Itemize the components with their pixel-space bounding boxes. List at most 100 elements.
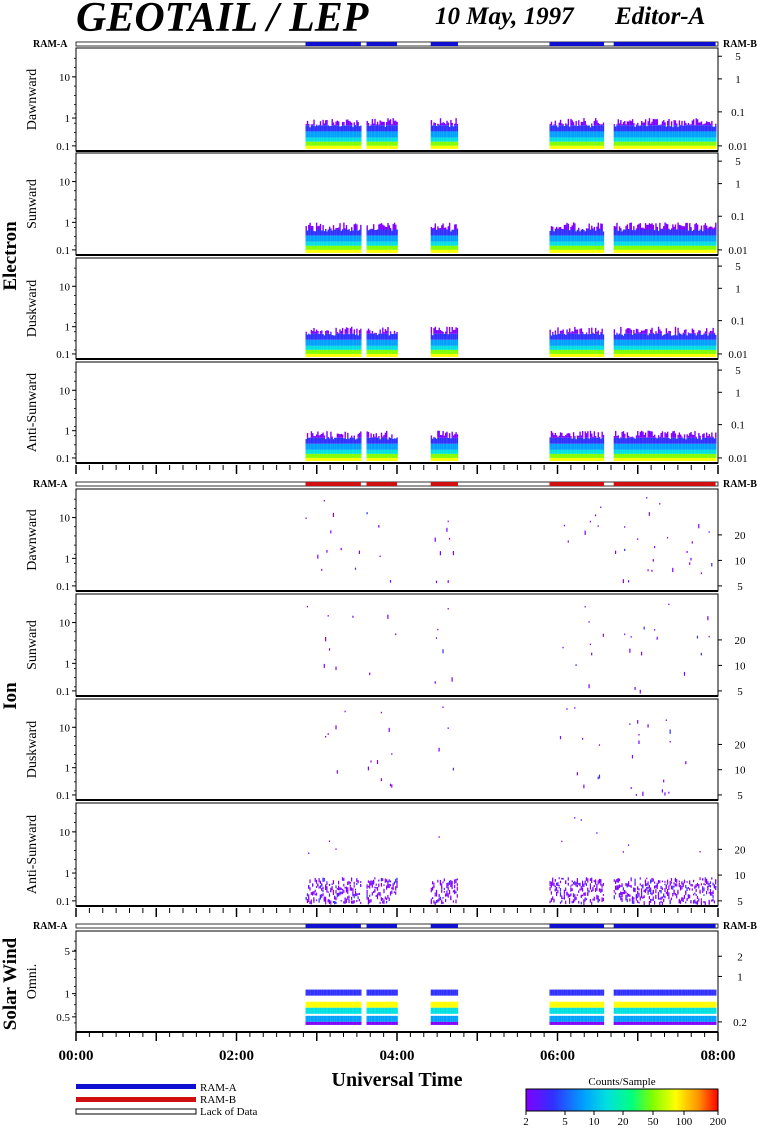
group-label-ion: Ion — [0, 682, 21, 710]
colorbar-title: Counts/Sample — [588, 1076, 655, 1088]
ram-b-label: RAM-B — [723, 921, 757, 932]
colorbar-ticks: 2 5 10 20 50 100 200 — [523, 1111, 727, 1128]
left-tick-label: 0.1 — [56, 453, 70, 465]
panel-label: Anti-Sunward — [25, 815, 40, 894]
right-tick-label: 0.01 — [728, 245, 747, 257]
ram-segment-0 — [305, 42, 361, 46]
left-tick-label: 0.1 — [56, 245, 70, 257]
left-tick-label: 1 — [65, 868, 71, 880]
right-tick-label: 0.1 — [731, 211, 745, 223]
left-tick-label: 0.1 — [56, 349, 70, 361]
plot-date: 10 May, 1997 — [435, 3, 575, 30]
right-tick-label: 5 — [735, 156, 741, 168]
colorbar-tick-label: 100 — [676, 1116, 693, 1128]
colorbar-tick-label: 2 — [523, 1116, 529, 1128]
left-tick-label: 5 — [65, 946, 71, 958]
right-tick-label: 1 — [735, 387, 741, 399]
colorbar-tick-label: 200 — [710, 1116, 727, 1128]
x-tick-label-0400: 04:00 — [380, 1048, 415, 1064]
ram-segment-4 — [613, 482, 716, 486]
left-tick-label: 1 — [65, 763, 71, 775]
panel-label: Anti-Sunward — [25, 373, 40, 452]
spectrogram-data — [305, 222, 717, 253]
right-tick-label: 0.01 — [728, 453, 747, 465]
left-tick-label: 1 — [65, 217, 71, 229]
right-tick-label: 5 — [735, 51, 741, 63]
left-tick-label: 1 — [65, 322, 71, 334]
x-axis-label: Universal Time — [332, 1069, 463, 1091]
right-tick-label: 1 — [735, 283, 741, 295]
colorbar-tick-label: 10 — [589, 1116, 601, 1128]
panel-label: Duskward — [25, 721, 40, 779]
right-tick-label: 5 — [735, 365, 741, 377]
right-tick-label: 20 — [735, 739, 747, 751]
left-tick-label: 10 — [59, 385, 71, 397]
spectrogram-data — [325, 706, 687, 796]
right-tick-label: 0.01 — [728, 141, 747, 153]
right-tick-label: 5 — [737, 790, 743, 802]
panel-dawnward: Dawnward 10 1 0.1 5 1 0.1 0.01 — [25, 47, 748, 153]
panel-sunward: Sunward 10 1 0.1 20 10 5 — [25, 593, 746, 698]
ram-segment-3 — [549, 482, 605, 486]
spectrogram-data — [305, 989, 717, 1025]
colorbar — [525, 1088, 719, 1112]
left-tick-label: 1 — [65, 113, 71, 125]
group-label-solar-wind: Solar Wind — [0, 937, 21, 1030]
right-tick-label: 0.1 — [731, 316, 745, 328]
right-tick-label: 1 — [735, 179, 741, 191]
right-tick-label: 10 — [735, 555, 747, 567]
spectrogram-data — [305, 326, 717, 357]
legend-label-lack-of-data: Lack of Data — [200, 1106, 258, 1118]
left-tick-label: 0.5 — [56, 1012, 70, 1024]
right-tick-label: 20 — [735, 844, 747, 856]
left-tick-label: 10 — [59, 281, 71, 293]
right-tick-label: 5 — [737, 896, 743, 908]
right-tick-label: 2 — [737, 951, 743, 963]
right-tick-label: 1 — [735, 74, 741, 86]
ram-segment-1 — [366, 42, 397, 46]
ram-segment-0 — [305, 482, 361, 486]
left-tick-label: 10 — [59, 722, 71, 734]
panel-label: Dawnward — [25, 69, 40, 130]
left-tick-label: 0.1 — [56, 581, 70, 593]
colorbar-tick-label: 20 — [618, 1116, 630, 1128]
ram-segment-1 — [366, 482, 397, 486]
panel-label: Dawnward — [25, 509, 40, 570]
group-label-electron: Electron — [0, 221, 21, 291]
left-tick-label: 0.1 — [56, 686, 70, 698]
colorbar-tick-label: 50 — [648, 1116, 660, 1128]
legend-swatch-ram-a — [76, 1084, 196, 1089]
left-tick-label: 1 — [65, 553, 71, 565]
legend-label-ram-a: RAM-A — [200, 1082, 237, 1094]
panel-dawnward: Dawnward 10 1 0.1 20 10 5 — [25, 488, 747, 593]
spectrogram-data — [305, 497, 713, 584]
right-tick-label: 1 — [737, 971, 743, 983]
spectrogram-data — [305, 118, 717, 149]
right-tick-label: 5 — [737, 581, 743, 593]
ram-segment-4 — [613, 42, 716, 46]
legend-label-ram-b: RAM-B — [200, 1094, 236, 1106]
ram-segment-2 — [430, 42, 458, 46]
legend-swatch-lack-of-data — [75, 1108, 197, 1115]
panel-label: Sunward — [25, 179, 40, 229]
left-tick-label: 10 — [59, 177, 71, 189]
right-tick-label: 5 — [737, 686, 743, 698]
left-tick-label: 1 — [65, 658, 71, 670]
left-tick-label: 10 — [59, 618, 71, 630]
x-tick-label-0000: 00:00 — [59, 1048, 94, 1064]
right-tick-label: 20 — [735, 530, 747, 542]
colorbar-tick-label: 5 — [562, 1116, 568, 1128]
ram-segment-3 — [549, 42, 605, 46]
x-tick-label-0800: 08:00 — [701, 1048, 736, 1064]
right-tick-label: 0.1 — [731, 107, 745, 119]
x-tick-label-0600: 06:00 — [540, 1048, 575, 1064]
panel-label: Omni. — [25, 964, 40, 999]
right-tick-label: 10 — [735, 765, 747, 777]
right-tick-label: 10 — [735, 870, 747, 882]
ram-segment-0 — [305, 924, 361, 928]
x-tick-label-0200: 02:00 — [219, 1048, 254, 1064]
ram-segment-2 — [430, 482, 458, 486]
panel-label: Duskward — [25, 280, 40, 338]
left-tick-label: 10 — [59, 513, 71, 525]
spectrogram-data — [305, 817, 717, 907]
